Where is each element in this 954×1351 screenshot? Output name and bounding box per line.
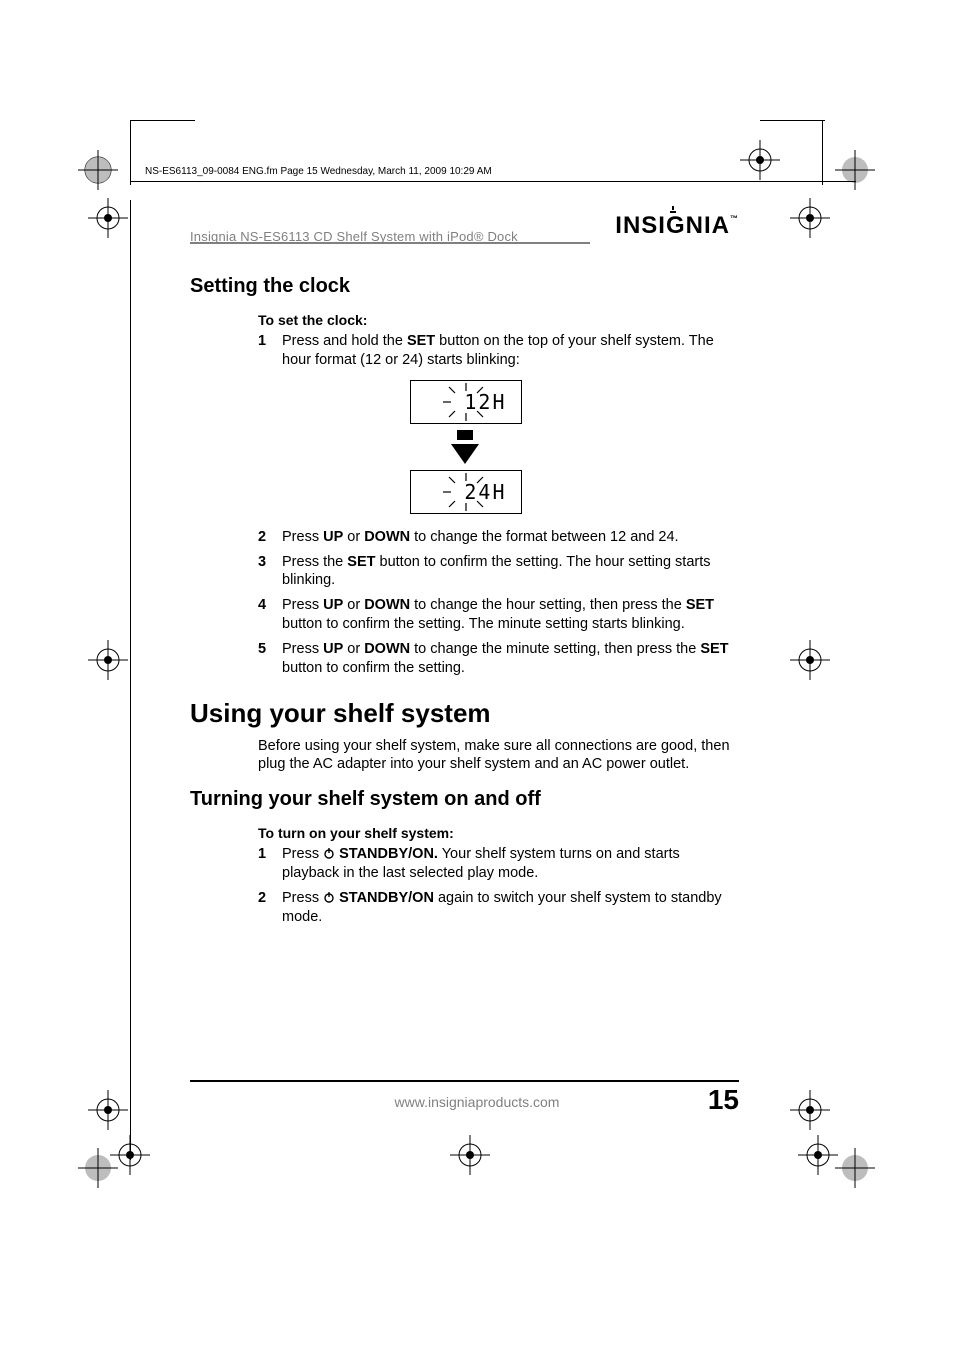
step-text: Press UP or DOWN to change the format be… bbox=[282, 528, 739, 547]
arrow-down-icon bbox=[451, 444, 479, 464]
step-number: 1 bbox=[258, 845, 282, 883]
lcd-box-top: 12H bbox=[410, 380, 522, 424]
crop-line bbox=[760, 120, 825, 121]
step-text: Press STANDBY/ON. Your shelf system turn… bbox=[282, 845, 739, 883]
lcd-box-bottom: 24H bbox=[410, 470, 522, 514]
power-icon bbox=[323, 847, 335, 859]
reg-mark-bottom-right-outer bbox=[835, 1148, 875, 1188]
reg-mark-bottom-left-inner bbox=[110, 1135, 150, 1175]
reg-mark-top-left-inner bbox=[88, 198, 128, 238]
subhead-set-clock: To set the clock: bbox=[258, 312, 739, 328]
footer-rule bbox=[190, 1080, 739, 1082]
reg-mark-top-right-side bbox=[790, 198, 830, 238]
step-item: 4 Press UP or DOWN to change the hour se… bbox=[258, 596, 739, 634]
step-text: Press UP or DOWN to change the minute se… bbox=[282, 640, 739, 678]
arrow-down-icon bbox=[457, 430, 473, 440]
step-item: 1 Press and hold the SET button on the t… bbox=[258, 332, 739, 370]
reg-mark-bottom-center bbox=[450, 1135, 490, 1175]
heading-using-system: Using your shelf system bbox=[190, 698, 739, 729]
lcd-text-bottom: 24H bbox=[464, 480, 506, 504]
crop-line bbox=[130, 120, 195, 121]
reg-mark-top-right-outer bbox=[835, 150, 875, 190]
reg-mark-top-right-inner bbox=[740, 140, 780, 180]
product-rule bbox=[190, 242, 590, 244]
heading-setting-clock: Setting the clock bbox=[190, 275, 739, 298]
step-item: 1 Press STANDBY/ON. Your shelf system tu… bbox=[258, 845, 739, 883]
reg-mark-right-mid bbox=[790, 640, 830, 680]
heading-turning-onoff: Turning your shelf system on and off bbox=[190, 788, 739, 811]
reg-mark-bottom-right-inner bbox=[798, 1135, 838, 1175]
step-text: Press the SET button to confirm the sett… bbox=[282, 553, 739, 591]
steps-clock-1: 1 Press and hold the SET button on the t… bbox=[258, 332, 739, 370]
step-item: 5 Press UP or DOWN to change the minute … bbox=[258, 640, 739, 678]
step-number: 2 bbox=[258, 889, 282, 927]
step-item: 2 Press UP or DOWN to change the format … bbox=[258, 528, 739, 547]
crop-frame-left bbox=[130, 200, 131, 1160]
step-number: 3 bbox=[258, 553, 282, 591]
step-number: 1 bbox=[258, 332, 282, 370]
step-text: Press UP or DOWN to change the hour sett… bbox=[282, 596, 739, 634]
step-item: 3 Press the SET button to confirm the se… bbox=[258, 553, 739, 591]
header-runner-text: NS-ES6113_09-0084 ENG.fm Page 15 Wednesd… bbox=[145, 166, 492, 177]
lcd-figure: 12H 24H bbox=[385, 380, 545, 514]
page-number: 15 bbox=[708, 1084, 739, 1116]
para-using-intro: Before using your shelf system, make sur… bbox=[258, 737, 739, 775]
brand-logo: INSIGNIA™ bbox=[615, 212, 739, 240]
steps-clock-2: 2 Press UP or DOWN to change the format … bbox=[258, 528, 739, 678]
header-rule bbox=[130, 181, 856, 182]
reg-mark-left-mid bbox=[88, 640, 128, 680]
crop-line bbox=[822, 120, 823, 185]
step-number: 5 bbox=[258, 640, 282, 678]
footer-url: www.insigniaproducts.com bbox=[0, 1094, 954, 1110]
reg-mark-top-left-outer bbox=[78, 150, 118, 190]
lcd-text-top: 12H bbox=[464, 390, 506, 414]
step-item: 2 Press STANDBY/ON again to switch your … bbox=[258, 889, 739, 927]
crop-line bbox=[130, 120, 131, 185]
step-text: Press STANDBY/ON again to switch your sh… bbox=[282, 889, 739, 927]
power-icon bbox=[323, 891, 335, 903]
subhead-turn-on: To turn on your shelf system: bbox=[258, 825, 739, 841]
step-text: Press and hold the SET button on the top… bbox=[282, 332, 739, 370]
step-number: 2 bbox=[258, 528, 282, 547]
step-number: 4 bbox=[258, 596, 282, 634]
steps-turning: 1 Press STANDBY/ON. Your shelf system tu… bbox=[258, 845, 739, 926]
